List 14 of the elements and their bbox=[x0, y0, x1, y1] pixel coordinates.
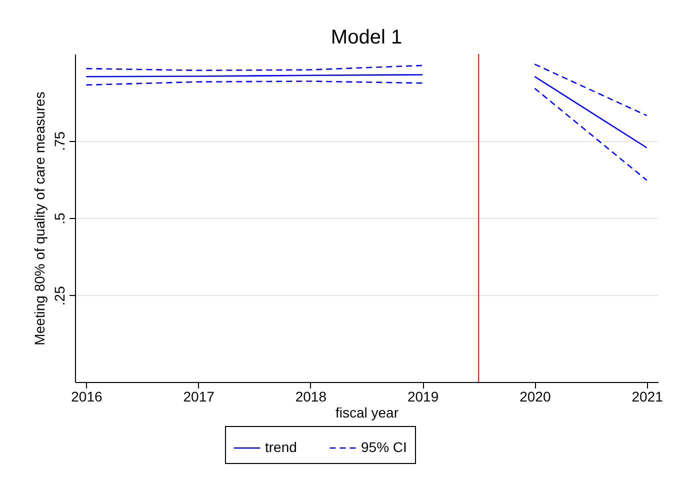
y-tick-label: .25 bbox=[52, 286, 68, 306]
y-tick-label: .75 bbox=[52, 131, 68, 151]
x-tick-label: 2017 bbox=[183, 388, 215, 404]
x-axis-title: fiscal year bbox=[335, 404, 399, 420]
x-tick-label: 2018 bbox=[295, 388, 327, 404]
legend-label: 95% CI bbox=[361, 439, 407, 455]
legend-label: trend bbox=[265, 439, 297, 455]
x-tick-label: 2021 bbox=[632, 388, 664, 404]
y-axis-title: Meeting 80% of quality of care measures bbox=[32, 92, 48, 346]
x-tick-label: 2016 bbox=[71, 388, 102, 404]
y-tick-label: .5 bbox=[52, 212, 68, 224]
x-tick-label: 2019 bbox=[407, 388, 439, 404]
chart-title: Model 1 bbox=[330, 26, 402, 48]
x-tick-label: 2020 bbox=[520, 388, 551, 404]
